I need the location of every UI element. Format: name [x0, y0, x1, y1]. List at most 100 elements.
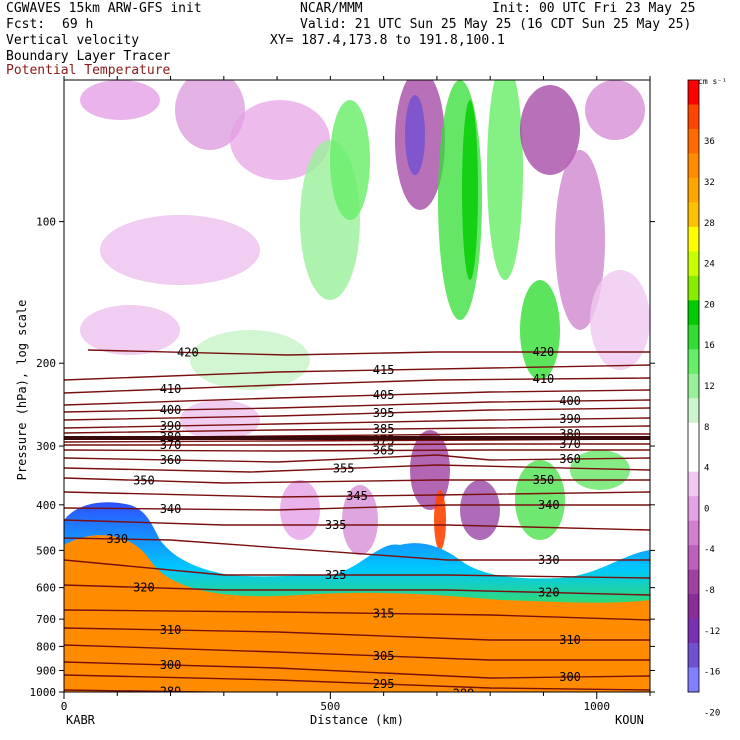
colorbar-label: -4: [704, 545, 715, 555]
colorbar-label: 16: [704, 341, 715, 351]
colorbar-swatch: [688, 496, 699, 522]
theta-label: 320: [538, 586, 560, 600]
theta-label: 305: [373, 649, 395, 663]
colorbar-swatch: [688, 618, 699, 644]
theta-label: 330: [538, 553, 560, 567]
theta-label: 410: [533, 372, 555, 386]
theta-contour-330: [64, 537, 650, 561]
colorbar-swatch: [688, 128, 699, 154]
theta-label: 410: [160, 382, 182, 396]
theta-label: 300: [559, 670, 581, 684]
theta-contour-310: [64, 627, 650, 641]
theta-label: 385: [373, 422, 395, 436]
model-title: CGWAVES 15km ARW-GFS init: [6, 1, 202, 16]
theta-contour-350: [64, 477, 650, 484]
y-tick-label: 700: [36, 613, 56, 626]
theta-contour-395: [64, 407, 650, 421]
colorbar-swatch: [688, 667, 699, 693]
theta-contour-300: [64, 661, 650, 679]
colorbar-label: -20: [704, 708, 720, 718]
theta-label: 289: [453, 687, 475, 701]
x-axis: 0 500 1000: [61, 76, 651, 713]
colorbar-swatch: [688, 226, 699, 252]
end-station-label: KOUN: [615, 713, 644, 727]
colorbar-swatch: [688, 545, 699, 571]
colorbar-swatch: [688, 251, 699, 277]
theta-label: 415: [373, 363, 395, 377]
theta-contour-325: [64, 559, 650, 579]
y-tick-label: 500: [36, 544, 56, 557]
theta-contour-320: [64, 584, 650, 596]
y-axis: 100 200 300 400 500 600 700 800 900 1000: [30, 216, 655, 699]
theta-label: 310: [160, 623, 182, 637]
y-tick-label: 1000: [30, 686, 57, 699]
x-axis-label: Distance (km): [310, 713, 404, 727]
theta-label: 360: [160, 453, 182, 467]
colorbar-label: 28: [704, 219, 715, 229]
theta-label: 289: [160, 685, 182, 699]
plot-frame: [63, 79, 651, 693]
theta-label: 345: [346, 489, 368, 503]
theta-label: 360: [559, 452, 581, 466]
theta-label: 395: [373, 406, 395, 420]
colorbar-swatch: [688, 373, 699, 399]
colorbar-label: 36: [704, 137, 715, 147]
theta-label: 370: [559, 437, 581, 451]
theta-label: 340: [538, 498, 560, 512]
theta-contour-415: [64, 364, 650, 381]
fcst-label: Fcst:: [6, 17, 46, 32]
theta-label: 335: [325, 518, 347, 532]
theta-contour-335: [64, 519, 650, 531]
valid-time: Valid: 21 UTC Sun 25 May 25 (16 CDT Sun …: [300, 17, 692, 32]
theta-contour-360: [64, 454, 650, 463]
colorbar-label: -16: [704, 668, 720, 678]
theta-contour-365: [64, 449, 650, 452]
colorbar-swatch: [688, 447, 699, 473]
theta-label: 300: [160, 658, 182, 672]
theta-label: 405: [373, 388, 395, 402]
colorbar-label: 12: [704, 382, 715, 392]
colorbar-swatch: [688, 569, 699, 595]
theta-label: 400: [160, 403, 182, 417]
theta-label: 420: [533, 345, 555, 359]
tropopause-band: [64, 436, 650, 440]
colorbar-swatch: [688, 643, 699, 669]
field-potential-temperature: Potential Temperature: [6, 63, 171, 78]
theta-contour-400: [64, 399, 650, 413]
theta-label: 340: [160, 502, 182, 516]
colorbar-swatch: [688, 153, 699, 179]
theta-label: 355: [333, 462, 355, 476]
y-tick-label: 600: [36, 582, 56, 595]
start-station-label: KABR: [66, 713, 96, 727]
colorbar-label: -8: [704, 586, 715, 596]
colorbar-swatch: [688, 594, 699, 620]
theta-label: 370: [160, 438, 182, 452]
theta-label: 330: [106, 532, 128, 546]
y-tick-label: 800: [36, 640, 56, 653]
fcst-value: 69 h: [62, 17, 94, 32]
colorbar-swatch: [688, 520, 699, 546]
theta-contour-385: [64, 425, 650, 434]
x-tick-label: 0: [61, 700, 68, 713]
y-tick-label: 100: [36, 216, 56, 229]
theta-label: 365: [373, 444, 395, 458]
theta-contour-410: [64, 377, 650, 394]
theta-contour-390: [64, 417, 650, 429]
theta-contour-370: [64, 443, 650, 446]
colorbar-label: 0: [704, 504, 709, 514]
colorbar-label: 4: [704, 464, 709, 474]
theta-label: 390: [559, 412, 581, 426]
colorbar-swatch: [688, 471, 699, 497]
colorbar-swatch: [688, 349, 699, 375]
theta-contour-420: [87, 349, 650, 356]
colorbar-unit: cm s⁻¹: [698, 77, 727, 86]
theta-contour-405: [64, 389, 650, 406]
colorbar-swatch: [688, 398, 699, 424]
y-axis-label: Pressure (hPa), log scale: [15, 300, 29, 481]
x-tick-label: 1000: [583, 700, 610, 713]
theta-label: 295: [373, 677, 395, 691]
org-label: NCAR/MMM: [300, 1, 363, 16]
